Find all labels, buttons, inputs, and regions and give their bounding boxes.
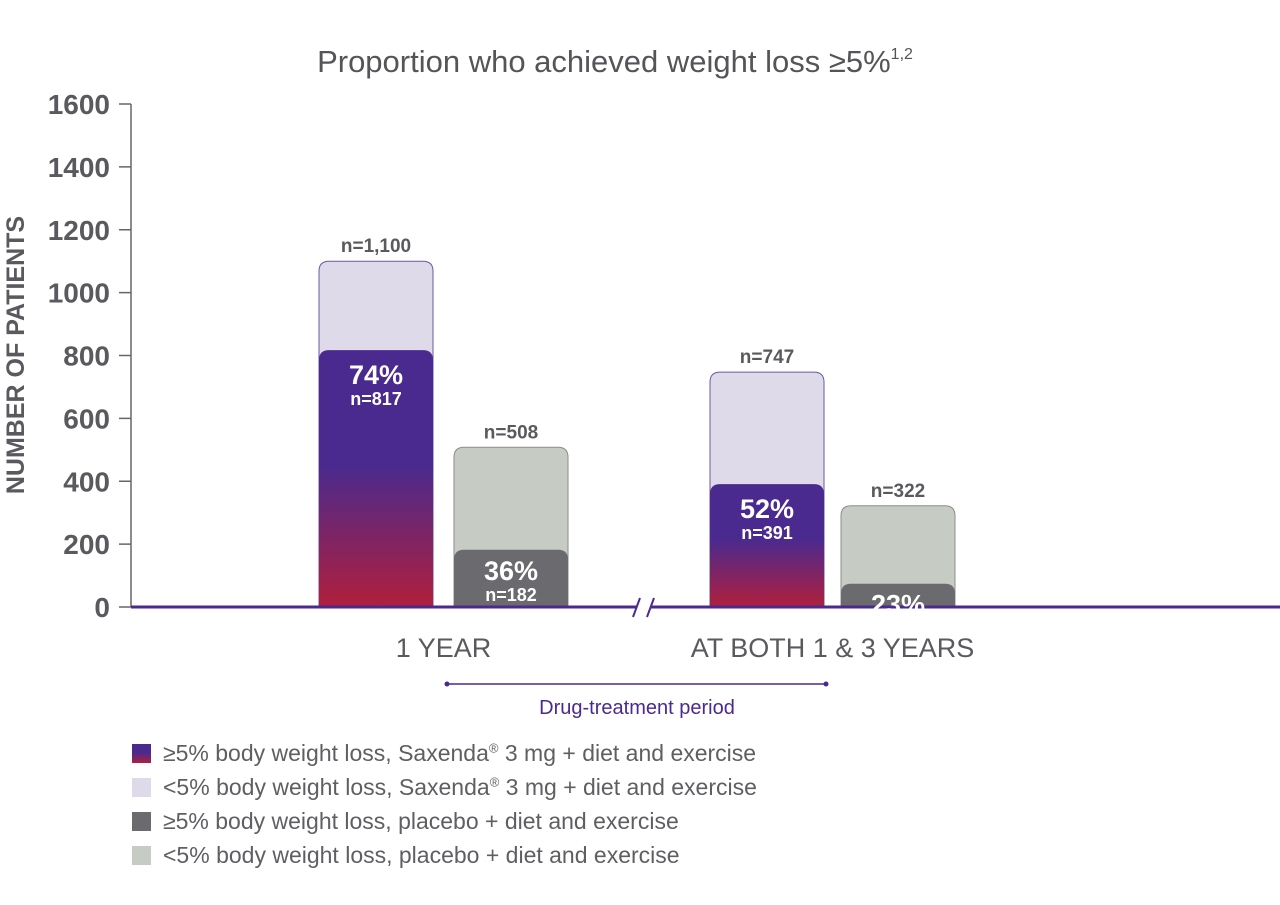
bar-percent-label: 36% xyxy=(484,556,538,586)
legend-label-sup: ® xyxy=(489,773,500,789)
legend-label: ≥5% body weight loss, placebo + diet and… xyxy=(163,808,679,835)
legend-label-suffix: 3 mg + diet and exercise xyxy=(498,739,757,766)
legend-item: ≥5% body weight loss, placebo + diet and… xyxy=(132,804,757,838)
bar-n-label: n=817 xyxy=(350,389,402,409)
bar-saxenda-achieved xyxy=(319,350,433,607)
legend-label-text: <5% body weight loss, placebo + diet and… xyxy=(163,841,680,868)
y-tick-label: 600 xyxy=(63,403,110,434)
bar-labels: n=1,100 74%n=817 n=508 36%n=182 n=747 52%n=39… xyxy=(341,236,925,639)
y-axis-label: NUMBER OF PATIENTS xyxy=(2,216,30,494)
bar-saxenda-achieved xyxy=(710,484,824,607)
legend-item: <5% body weight loss, placebo + diet and… xyxy=(132,838,757,872)
bracket-end-dot xyxy=(823,681,829,687)
legend-swatch xyxy=(132,777,151,797)
legend-label-text: ≥5% body weight loss, Saxenda xyxy=(163,739,489,766)
bar-placebo-achieved xyxy=(841,583,955,607)
bracket-end-dot xyxy=(444,681,450,687)
bar-n-label: n=74 xyxy=(877,619,919,639)
bar-total-label: n=747 xyxy=(740,347,794,368)
x-axis: 1 YEAR AT BOTH 1 & 3 YEARS xyxy=(131,597,1280,663)
y-tick-label: 1600 xyxy=(48,89,110,120)
bar-total-label: n=1,100 xyxy=(341,236,411,257)
bar-percent-label: 74% xyxy=(349,360,403,390)
treatment-bracket: Drug-treatment period xyxy=(444,681,829,719)
bar-total-label: n=322 xyxy=(871,481,925,502)
y-ticks: 0 200 400 600 800 1000 1200 1400 1600 xyxy=(48,89,132,623)
y-tick-label: 200 xyxy=(63,529,110,560)
y-tick-label: 0 xyxy=(94,592,110,623)
legend-swatch xyxy=(132,743,151,763)
chart-title: Proportion who achieved weight loss ≥5%1… xyxy=(317,44,913,79)
y-tick-label: 1200 xyxy=(48,215,110,246)
legend-item: ≥5% body weight loss, Saxenda® 3 mg + di… xyxy=(132,736,757,770)
bar-n-label: n=391 xyxy=(741,523,793,543)
legend-label-text: ≥5% body weight loss, placebo + diet and… xyxy=(163,807,679,834)
legend-label-sup: ® xyxy=(488,739,499,755)
bar-percent-label: 52% xyxy=(740,494,794,524)
bar-percent-label: 23% xyxy=(871,590,925,620)
legend-label-suffix: 3 mg + diet and exercise xyxy=(499,773,757,800)
bars xyxy=(318,260,956,608)
legend-swatch xyxy=(132,811,151,831)
legend-label-text: <5% body weight loss, Saxenda xyxy=(163,773,490,800)
x-category-label: AT BOTH 1 & 3 YEARS xyxy=(691,633,975,663)
x-category-label: 1 YEAR xyxy=(396,633,492,663)
y-tick-label: 800 xyxy=(63,341,110,372)
y-tick-label: 400 xyxy=(63,466,110,497)
bar-n-label: n=182 xyxy=(485,585,537,605)
legend-label: ≥5% body weight loss, Saxenda® 3 mg + di… xyxy=(163,740,756,767)
legend-label: <5% body weight loss, Saxenda® 3 mg + di… xyxy=(163,774,757,801)
legend-item: <5% body weight loss, Saxenda® 3 mg + di… xyxy=(132,770,757,804)
axis-break-mark xyxy=(646,597,655,618)
bracket-label: Drug-treatment period xyxy=(539,697,735,719)
legend-swatch xyxy=(132,845,151,865)
bar-placebo-total xyxy=(840,505,956,608)
y-tick-label: 1000 xyxy=(48,278,110,309)
bar-total-label: n=508 xyxy=(484,422,538,443)
legend-label: <5% body weight loss, placebo + diet and… xyxy=(163,842,680,869)
y-tick-label: 1400 xyxy=(48,152,110,183)
axis-break-mark xyxy=(632,597,641,618)
bar-placebo-achieved xyxy=(454,549,568,607)
legend: ≥5% body weight loss, Saxenda® 3 mg + di… xyxy=(132,736,757,872)
